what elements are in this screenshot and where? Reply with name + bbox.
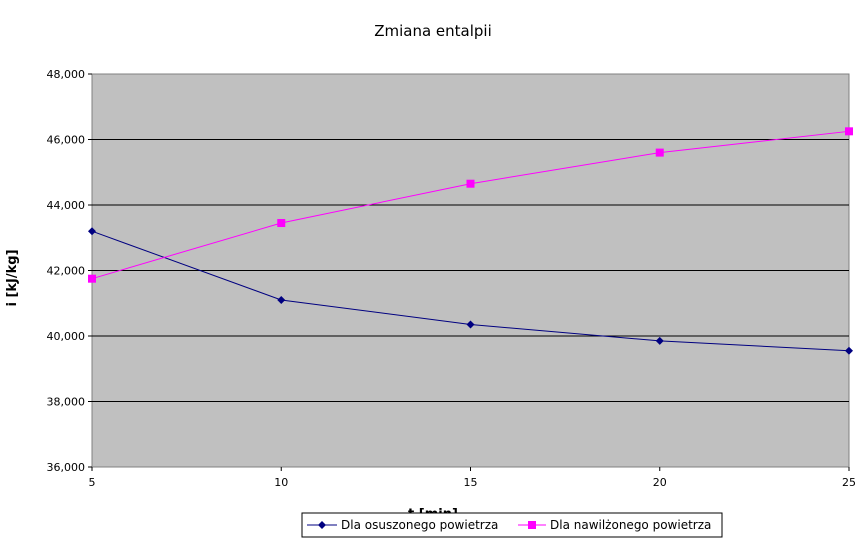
data-point-square — [466, 179, 475, 188]
legend-item-series-1: Dla osuszonego powietrza — [307, 518, 498, 532]
x-tick-label: 25 — [842, 476, 856, 489]
data-point-diamond — [466, 320, 475, 329]
legend-label-series-1: Dla osuszonego powietrza — [341, 518, 498, 532]
y-axis-label: i [kJ/kg] — [5, 249, 20, 306]
legend-item-series-2: Dla nawilżonego powietrza — [518, 518, 711, 532]
legend-box — [301, 512, 723, 538]
chart-title: Zmiana entalpii — [374, 22, 492, 40]
x-axis-ticks: 5 10 15 20 25 — [89, 467, 856, 489]
legend: Dla osuszonego powietrza Dla nawilżonego… — [301, 512, 723, 538]
x-tick-label: 20 — [653, 476, 667, 489]
y-tick-label: 38,000 — [47, 396, 86, 409]
data-point-square — [277, 219, 286, 228]
x-tick-label: 10 — [274, 476, 288, 489]
y-axis-ticks: 36,000 38,000 40,000 42,000 44,000 46,000 48,0… — [47, 68, 92, 474]
y-tick-label: 42,000 — [47, 265, 86, 278]
data-point-square — [845, 127, 853, 136]
data-point-diamond — [88, 227, 96, 236]
y-tick-label: 40,000 — [47, 330, 86, 343]
legend-label-series-2: Dla nawilżonego powietrza — [550, 518, 711, 532]
data-point-square — [88, 274, 96, 283]
data-point-square — [655, 148, 664, 157]
series-layer — [88, 127, 853, 355]
y-tick-label: 36,000 — [47, 461, 86, 474]
legend-marker-square — [528, 521, 536, 529]
x-tick-label: 5 — [89, 476, 96, 489]
y-tick-label: 46,000 — [47, 134, 86, 147]
gridlines — [92, 139, 849, 402]
data-point-diamond — [655, 336, 664, 345]
y-tick-label: 44,000 — [47, 199, 86, 212]
data-point-diamond — [845, 346, 853, 355]
y-tick-label: 48,000 — [47, 68, 86, 81]
data-point-diamond — [277, 295, 286, 304]
x-tick-label: 15 — [464, 476, 478, 489]
legend-marker-diamond — [318, 521, 326, 529]
